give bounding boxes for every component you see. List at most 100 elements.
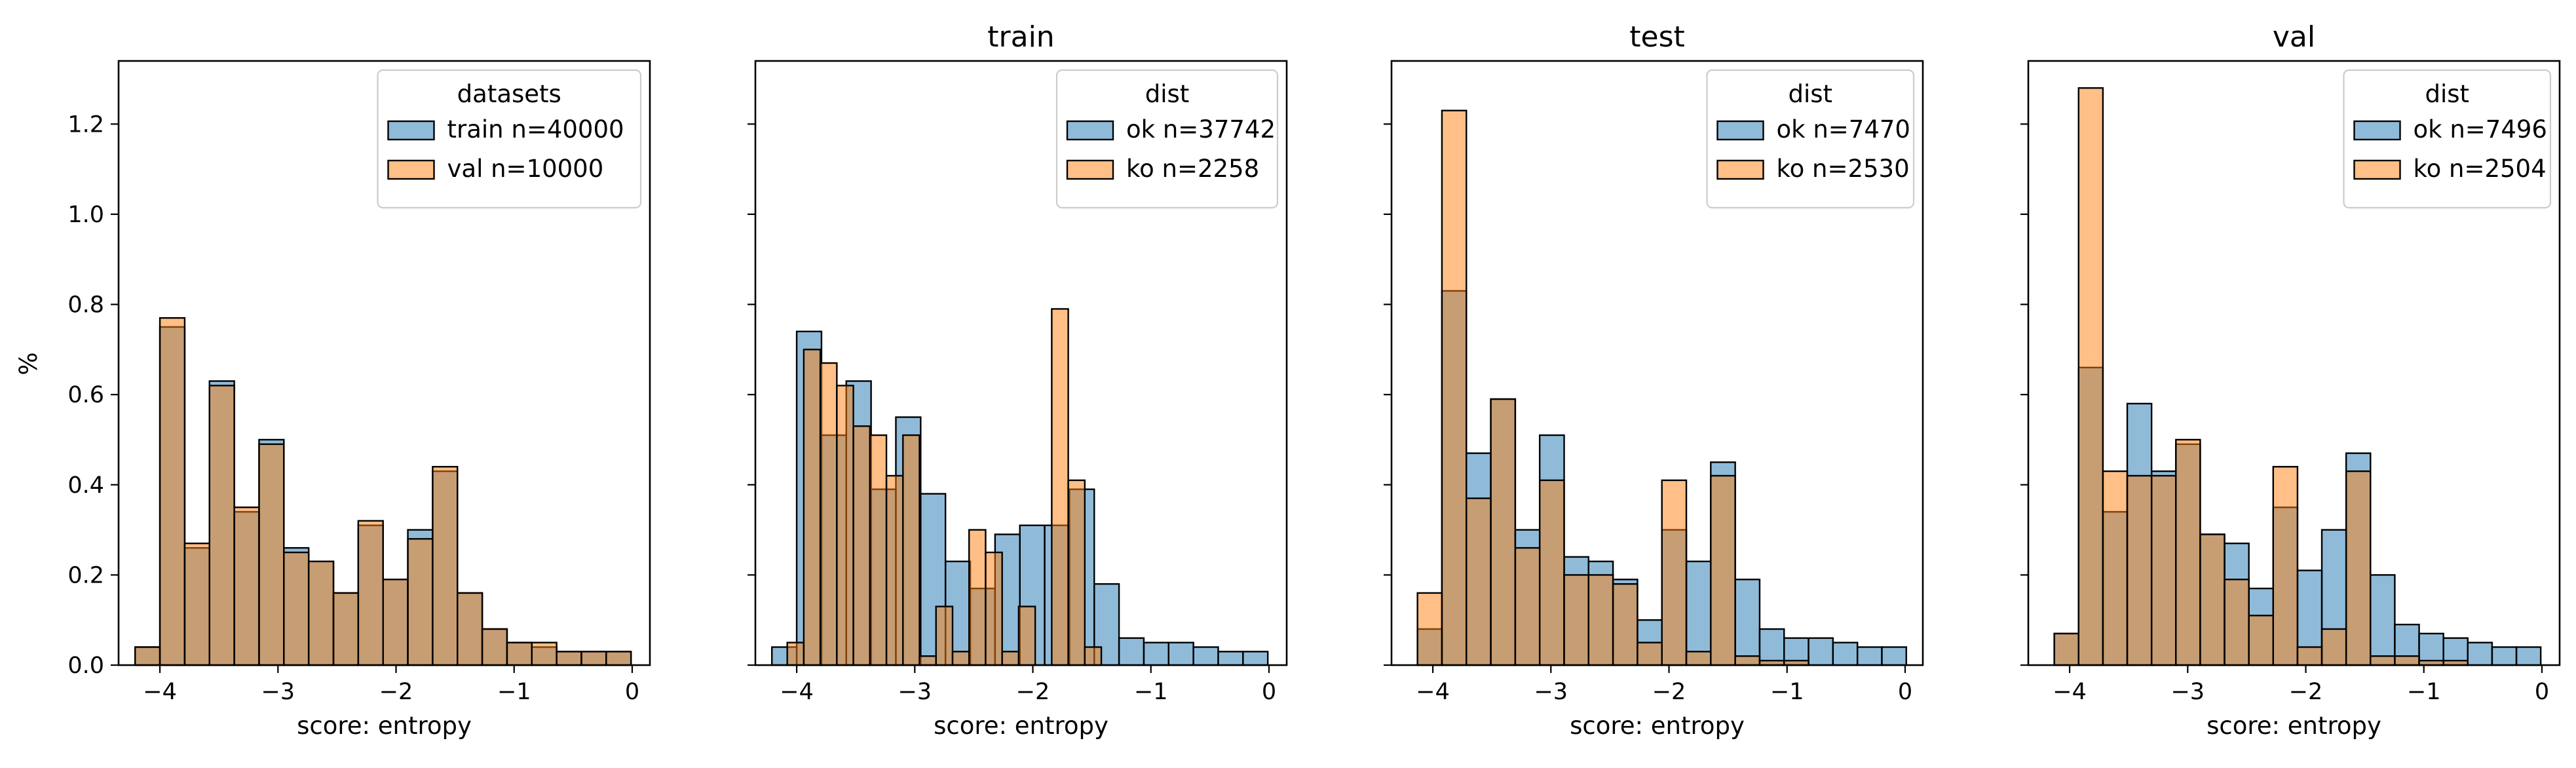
legend: dist ok n=37742 ko n=2258 (1055, 69, 1279, 209)
y-tick-label: 0.6 (67, 382, 104, 408)
legend-swatch (1066, 120, 1114, 141)
histogram-bar (836, 385, 854, 666)
histogram-bar (1661, 479, 1688, 666)
histogram-bar (1490, 398, 1517, 666)
y-tick-label: 0.2 (67, 562, 104, 588)
histogram-bar (935, 605, 954, 666)
histogram-bar (1167, 642, 1194, 666)
histogram-bar (208, 385, 235, 666)
histogram-bar (1734, 579, 1761, 666)
panel-2: train −4 −3 −2 −1 0 score: entropy dist ok n=377… (748, 20, 1288, 740)
histogram-bar (786, 642, 805, 666)
legend-swatch (387, 159, 435, 180)
legend-entry-label: val n=10000 (447, 155, 604, 183)
legend-swatch (2353, 159, 2401, 180)
panels: −4 −3 −2 −1 0 0.0 0.2 0.4 0.6 0.8 1.0 1.2 score: ent… (67, 20, 2561, 740)
histogram-bar (985, 551, 1003, 666)
histogram-bar (1242, 651, 1269, 666)
legend-entry-label: ok n=7496 (2414, 115, 2547, 144)
histogram-bar (357, 520, 384, 666)
y-tick-label: 1.0 (67, 202, 104, 228)
panel-1: −4 −3 −2 −1 0 0.0 0.2 0.4 0.6 0.8 1.0 1.2 score: ent… (67, 60, 651, 740)
series-2-bars (2053, 87, 2469, 666)
histogram-bar (457, 592, 483, 666)
y-tick-label: 0.0 (67, 653, 104, 679)
panel-4: val −4 −3 −2 −1 0 score: entropy dist ok n=7496 k… (2020, 20, 2561, 740)
histogram-bar (2150, 474, 2177, 666)
histogram-bar (2370, 655, 2396, 666)
x-tick-label: −1 (2407, 679, 2441, 705)
legend-title: datasets (457, 80, 561, 108)
histogram-bar (2053, 632, 2079, 666)
legend-title: dist (1145, 80, 1190, 108)
histogram-bar (1808, 637, 1834, 666)
legend-swatch (1716, 120, 1764, 141)
x-axis-label: score: entropy (1570, 712, 1745, 740)
histogram-bar (2345, 470, 2372, 666)
axes-frame (117, 60, 651, 666)
legend-entry-label: ok n=7470 (1777, 115, 1910, 144)
x-tick-label: −1 (497, 679, 531, 705)
legend-box (377, 69, 642, 209)
histogram-bar (1832, 642, 1859, 666)
legend-entry-label: ko n=2504 (2414, 155, 2547, 183)
x-tick-label: −2 (2289, 679, 2323, 705)
x-tick-label: 0 (625, 679, 639, 705)
histogram-bar (803, 349, 822, 666)
y-tick-label: 0.8 (67, 292, 104, 318)
histogram-bar (1084, 646, 1103, 666)
histogram-bar (919, 655, 937, 666)
x-tick-label: −4 (143, 679, 177, 705)
x-tick-label: −2 (379, 679, 413, 705)
histogram-bar (556, 651, 582, 666)
x-axis-label: score: entropy (2207, 712, 2381, 740)
histogram-bar (307, 560, 335, 666)
histogram-bar (407, 538, 434, 666)
histogram-bar (2248, 615, 2274, 666)
histogram-bar (2491, 646, 2518, 666)
histogram-bar (183, 543, 210, 666)
histogram-bar (1441, 109, 1468, 666)
histogram-bar (2224, 579, 2250, 666)
x-axis-label: score: entropy (297, 712, 472, 740)
histogram-bar (233, 506, 260, 666)
x-tick-label: −3 (261, 679, 295, 705)
histogram-bar (819, 362, 838, 666)
histogram-bar (159, 317, 186, 666)
histogram-bar (1017, 605, 1036, 666)
histogram-bar (332, 592, 360, 666)
histogram-bar (283, 551, 310, 666)
histogram-bar (2102, 470, 2129, 666)
legend-swatch (1066, 159, 1114, 180)
histogram-bar (2370, 574, 2396, 666)
histogram-bar (2199, 533, 2226, 666)
histogram-bar (1143, 642, 1169, 666)
x-axis-label: score: entropy (934, 712, 1108, 740)
x-tick-label: −2 (1016, 679, 1050, 705)
series-2-bars (134, 317, 632, 666)
histogram-bar (2394, 655, 2420, 666)
panel-title: train (987, 20, 1054, 54)
legend: datasets train n=40000 val n=10000 (377, 69, 642, 209)
histogram-bar (885, 474, 904, 666)
histogram-bar (920, 493, 947, 666)
panel-3: test −4 −3 −2 −1 0 score: entropy dist ok n=7470… (1384, 20, 1924, 740)
histogram-bar (1051, 308, 1069, 666)
histogram-bar (1881, 646, 1907, 666)
legend-entry-label: ko n=2530 (1777, 155, 1910, 183)
x-tick-label: 0 (1262, 679, 1276, 705)
histogram-bar (2467, 642, 2493, 666)
x-tick-label: 0 (1898, 679, 1912, 705)
histogram-bar (1192, 646, 1219, 666)
histogram-bar (2077, 87, 2104, 666)
histogram-bar (1637, 642, 1663, 666)
legend-entry-label: train n=40000 (447, 115, 624, 144)
x-tick-label: −3 (898, 679, 932, 705)
histogram-bar (258, 443, 285, 666)
histogram-bar (1856, 646, 1883, 666)
histogram-bar (506, 642, 533, 666)
panel-title: test (1629, 20, 1685, 54)
histogram-bar (134, 646, 161, 666)
legend-title: dist (2425, 80, 2469, 108)
